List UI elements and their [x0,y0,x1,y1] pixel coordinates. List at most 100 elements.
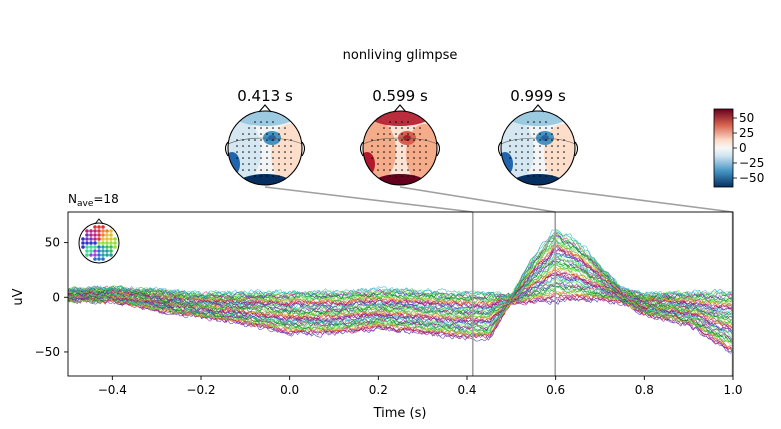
nave-value: =18 [93,192,118,206]
x-tick-label: −0.2 [186,383,215,397]
colorbar-tick-label: 50 [739,111,754,125]
plot-area: −0.4 −0.2 0.0 0.2 0.4 0.6 0.8 1.0 −50 0 50 Time (… [11,211,743,421]
nave-sub: ave [77,199,94,209]
sensor-dot [105,233,109,237]
sensor-dot [93,233,97,237]
head-topomap: 0.413 s [224,87,306,186]
topomap-time-label: 0.599 s [372,87,428,105]
sensor-dot [93,245,97,249]
sensor-dot [89,233,93,237]
head-topomap: 0.999 s [497,87,579,186]
eeg-trace [68,231,733,298]
sensor-dot [101,253,105,257]
sensor-legend-outline [78,222,120,264]
sensor-dot [81,237,85,241]
sensor-dot [93,253,97,257]
colorbar-tick-label: 0 [739,141,747,155]
x-tick-label: −0.4 [98,383,127,397]
sensor-dot [97,257,101,261]
topomap-row: 0.413 s 0.599 s 0.999 s [224,87,579,186]
eeg-trace [68,230,733,299]
sensor-dot [97,245,101,249]
sensor-dot [93,237,97,241]
sensor-dot [85,245,89,249]
sensor-dot [93,229,97,233]
sensor-dot [101,237,105,241]
eeg-trace [68,232,733,300]
sensor-legend-head-icon [78,218,120,264]
sensor-dot [109,241,113,245]
sensor-dot [105,253,109,257]
sensor-dot [89,241,93,245]
figure-title: nonliving glimpse [343,48,458,63]
x-tick-label: 0.0 [280,383,299,397]
sensor-dot [109,229,113,233]
x-axis-ticks: −0.4 −0.2 0.0 0.2 0.4 0.6 0.8 1.0 [98,376,743,397]
head-topomap: 0.599 s [359,87,441,186]
sensor-dot [85,237,89,241]
eeg-trace [68,229,733,298]
colorbar-tick-label: −50 [739,171,764,185]
plot-frame [67,211,734,377]
sensor-dot [105,237,109,241]
sensor-dot [101,225,105,229]
sensor-dot [93,241,97,245]
eeg-traces [68,229,733,354]
sensor-dot [97,249,101,253]
sensor-dot [89,245,93,249]
nave-label: Nave=18 [68,192,119,209]
y-tick-label: −50 [35,345,60,359]
sensor-dot [97,241,101,245]
sensor-dot [105,229,109,233]
topomap-time-label: 0.413 s [237,87,293,105]
colorbar-tick-label: −25 [739,156,764,170]
sensor-dot [101,257,105,261]
time-marker-connectors [264,186,733,213]
sensor-dot [101,241,105,245]
sensor-dot [89,237,93,241]
sensor-dot [81,245,85,249]
sensor-dot [89,229,93,233]
sensor-dot [97,229,101,233]
sensor-dot [89,253,93,257]
sensor-dot [113,237,117,241]
sensor-dot [93,225,97,229]
x-tick-label: 1.0 [723,383,742,397]
sensor-dot [109,245,113,249]
sensor-dot [109,253,113,257]
colorbar-tick-label: 25 [739,126,754,140]
sensor-dot [113,245,117,249]
sensor-dot [105,245,109,249]
sensor-dot [109,233,113,237]
x-tick-label: 0.4 [457,383,476,397]
sensor-dot [97,225,101,229]
sensor-dot [85,233,89,237]
sensor-dot [81,241,85,245]
sensor-dot [101,233,105,237]
topomap-time-label: 0.999 s [510,87,566,105]
eeg-trace [68,230,733,299]
sensor-dot [93,257,97,261]
time-marker-connector [264,186,473,213]
y-tick-label: 0 [52,290,60,304]
sensor-dot [85,253,89,257]
sensor-dot [97,237,101,241]
y-axis-ticks: −50 0 50 [35,236,68,359]
x-tick-label: 0.6 [546,383,565,397]
sensor-dot [85,249,89,253]
sensor-dot [97,233,101,237]
y-axis-label: uV [11,288,26,305]
time-marker-connector [537,186,733,213]
sensor-dot [89,249,93,253]
x-tick-label: 0.8 [635,383,654,397]
eeg-trace [68,253,733,315]
sensor-dot [105,249,109,253]
sensor-dot [113,241,117,245]
sensor-dot [109,249,113,253]
sensor-dot [101,229,105,233]
sensor-dot [101,245,105,249]
colorbar-gradient [713,108,734,188]
